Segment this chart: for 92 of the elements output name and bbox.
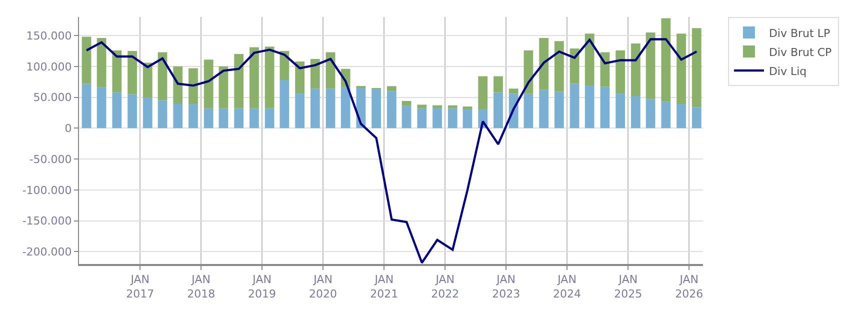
bar [646, 32, 656, 100]
bar [128, 94, 137, 128]
y-tick-label: 50.000 [33, 91, 72, 104]
bar [173, 103, 183, 128]
bar [417, 108, 427, 128]
bar [494, 92, 503, 128]
bar [661, 18, 671, 102]
bar [295, 92, 304, 128]
bar [188, 104, 198, 128]
bar [478, 76, 488, 110]
bar [570, 84, 580, 128]
bar [539, 90, 549, 128]
x-tick-label: JAN 2024 [553, 273, 582, 300]
bar [676, 34, 686, 104]
x-tick-label: JAN 2018 [187, 273, 216, 300]
bar [234, 54, 244, 108]
bar [631, 44, 640, 96]
x-tick-label: JAN 2020 [309, 273, 338, 300]
bar [204, 60, 214, 108]
bar [432, 105, 442, 108]
bar [310, 88, 320, 128]
bar [692, 107, 702, 128]
bar [188, 68, 198, 104]
bar [372, 88, 381, 128]
x-tick-label: JAN 2025 [614, 273, 642, 300]
bar [462, 108, 472, 128]
x-tick-label: JAN 2026 [675, 273, 704, 300]
bar [218, 66, 228, 108]
x-tick-label: JAN 2019 [248, 273, 276, 300]
bar [112, 50, 122, 92]
y-tick-label: -200.000 [22, 246, 72, 258]
bar [142, 98, 152, 128]
bar [448, 108, 458, 128]
bar [218, 108, 228, 128]
y-tick-label: 150.000 [26, 29, 72, 42]
bar [142, 62, 152, 98]
bar [158, 100, 168, 128]
x-tick-label: JAN 2022 [431, 273, 460, 300]
bar [82, 36, 92, 84]
bar [600, 86, 610, 128]
y-tick-label: 0 [64, 122, 72, 135]
bar [96, 87, 106, 128]
bar [82, 84, 92, 128]
bar [417, 104, 427, 108]
bar [250, 108, 259, 128]
bar [264, 46, 274, 108]
bar [676, 104, 686, 128]
y-tick-label: -100.000 [22, 184, 72, 197]
bar [340, 87, 350, 128]
bar [234, 108, 244, 128]
bar [692, 28, 702, 108]
bar [295, 61, 304, 93]
bar [616, 50, 626, 93]
bar [112, 92, 122, 128]
bar [584, 86, 594, 128]
bar [631, 96, 640, 128]
bar [310, 58, 320, 89]
y-tick-label: -150.000 [22, 214, 72, 228]
y-tick-label: 100.000 [26, 60, 72, 74]
line-series [85, 38, 698, 264]
bar [661, 102, 671, 128]
x-tick-label: JAN 2023 [492, 273, 520, 300]
bar [432, 107, 442, 128]
bar [494, 76, 503, 92]
legend-label: Div Liq [768, 64, 807, 78]
legend-label: Div Brut CP [768, 46, 832, 59]
bar [386, 91, 396, 128]
x-tick-label: JAN 2017 [126, 273, 154, 300]
bar [326, 88, 336, 128]
legend-label: Div Brut LP [768, 26, 830, 40]
bar [554, 41, 564, 92]
bar [204, 108, 214, 128]
bar [554, 92, 564, 128]
bar [128, 50, 137, 94]
bar [158, 52, 168, 100]
bar [280, 80, 290, 128]
bar [264, 108, 274, 128]
bar [584, 34, 594, 86]
bar [524, 94, 534, 128]
bar [402, 100, 412, 106]
bar [96, 38, 106, 88]
bar [616, 92, 626, 128]
bar [539, 38, 549, 90]
bar [173, 66, 183, 104]
bar [646, 99, 656, 128]
bar [448, 105, 458, 108]
bar [386, 86, 396, 92]
y-tick-label: -50.000 [29, 152, 72, 166]
x-tick-label: JAN 2021 [370, 273, 398, 300]
bar [508, 88, 518, 94]
bar [250, 47, 259, 108]
bar [402, 106, 412, 128]
